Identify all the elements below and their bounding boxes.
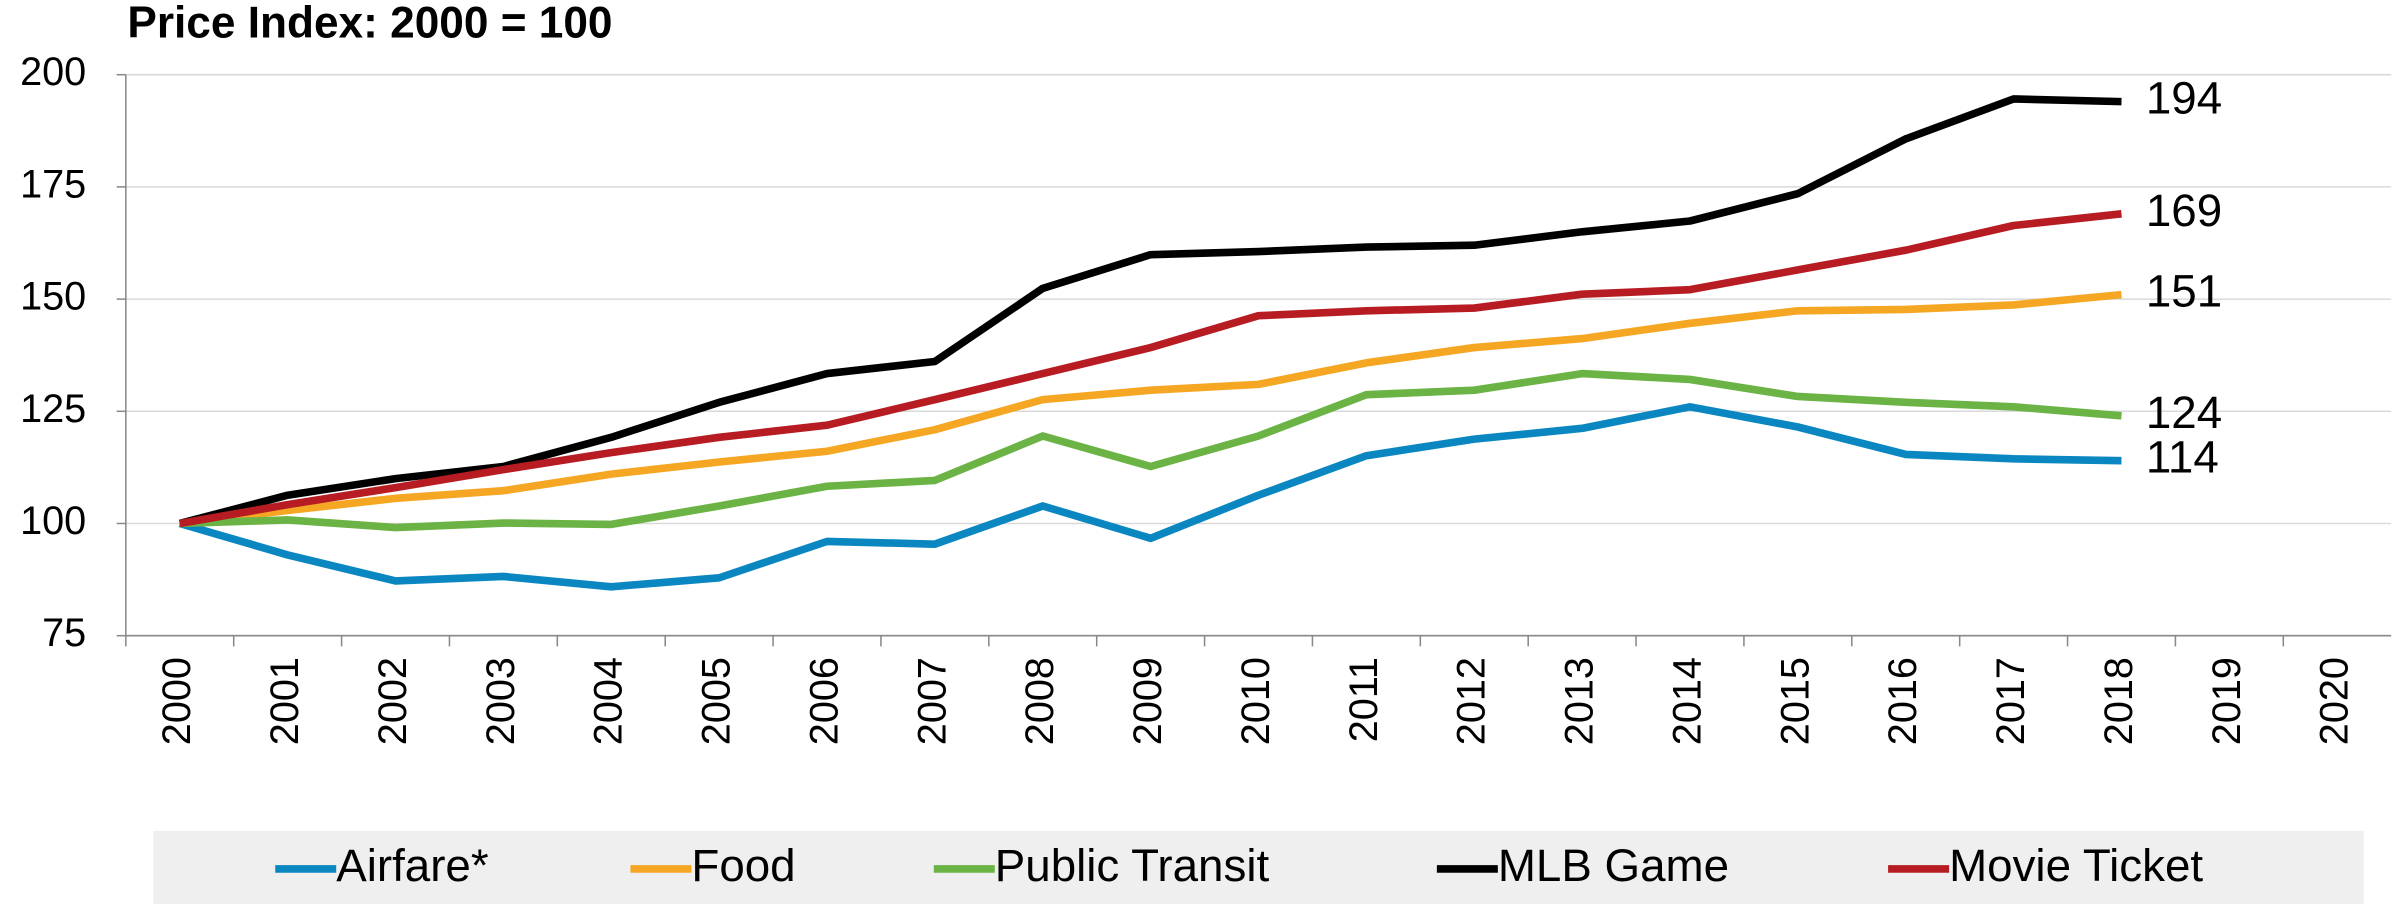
x-tick-label: 2003 (479, 657, 523, 745)
end-label: 114 (2146, 432, 2219, 483)
end-label: 169 (2146, 185, 2222, 236)
x-tick-label: 2020 (2313, 657, 2357, 745)
legend-box (153, 830, 2364, 904)
x-tick-label: 2006 (802, 657, 846, 745)
y-tick-label: 125 (20, 387, 86, 431)
y-tick-label: 100 (20, 499, 86, 543)
series-line (179, 290, 2122, 528)
x-tick-label: 2015 (1773, 657, 1817, 745)
x-tick-label: 2005 (695, 657, 739, 745)
y-tick-label: 75 (42, 611, 86, 655)
x-tick-label: 2016 (1881, 657, 1925, 745)
x-tick-label: 2010 (1234, 657, 1278, 745)
x-tick-label: 2004 (587, 657, 631, 745)
end-label: 194 (2146, 73, 2222, 124)
legend-label: Airfare* (336, 840, 489, 891)
x-tick-label: 2001 (263, 657, 307, 745)
legend-label: Public Transit (995, 840, 1270, 891)
x-tick-label: 2002 (371, 657, 415, 745)
legend-label: Food (691, 840, 795, 891)
series-line (179, 210, 2122, 528)
x-tick-label: 2019 (2205, 657, 2249, 745)
y-tick-label: 150 (20, 275, 86, 319)
chart-title: Price Index: 2000 = 100 (127, 0, 612, 48)
end-label: 151 (2146, 266, 2222, 317)
x-tick-label: 2000 (155, 657, 199, 745)
x-tick-label: 2011 (1342, 657, 1386, 742)
x-tick-label: 2013 (1558, 657, 1602, 745)
x-tick-label: 2012 (1450, 657, 1494, 745)
series-line (178, 402, 2122, 591)
series-line (179, 369, 2122, 532)
x-tick-label: 2017 (1989, 657, 2033, 745)
x-tick-label: 2018 (2097, 657, 2141, 745)
x-tick-label: 2008 (1018, 657, 1062, 745)
end-label: 124 (2146, 387, 2222, 438)
x-tick-label: 2009 (1126, 657, 1170, 745)
legend-label: MLB Game (1498, 840, 1729, 891)
x-tick-label: 2014 (1665, 657, 1709, 745)
y-tick-label: 175 (20, 162, 86, 206)
legend-label: Movie Ticket (1949, 840, 2203, 891)
y-tick-label: 200 (20, 50, 86, 94)
x-tick-label: 2007 (910, 657, 954, 745)
